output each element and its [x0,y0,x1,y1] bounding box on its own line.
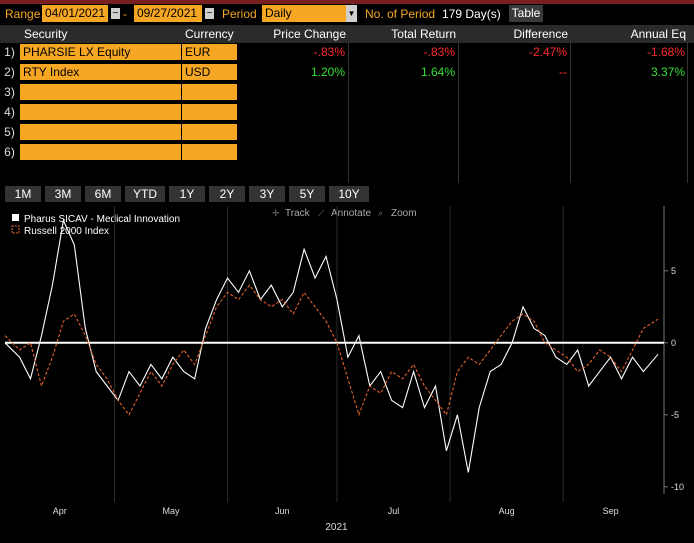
range-label: Range [5,7,41,21]
annotate-tool[interactable]: Annotate [331,208,371,219]
difference-cell: -2.47% [528,45,567,59]
x-axis-label: 2021 [325,522,348,533]
row-number: 6) [4,145,15,159]
tab-6m[interactable]: 6M [85,186,121,202]
currency-cell[interactable] [182,144,237,161]
difference-cell: -- [559,65,567,79]
legend-swatch-solid [12,214,19,221]
x-tick-label: Sep [603,506,619,516]
header-currency[interactable]: Currency [183,25,238,43]
table-button[interactable]: Table [509,5,543,22]
price-change-cell: -.83% [313,45,345,59]
security-cell[interactable] [20,144,181,161]
currency-cell[interactable] [182,104,237,121]
chevron-down-icon[interactable]: ▼ [346,5,357,22]
annual-eq-cell: -1.68% [646,45,685,59]
currency-cell[interactable] [182,124,237,141]
y-tick-label: -10 [671,482,684,492]
security-cell[interactable] [20,84,181,101]
toolbar: Range 04/01/2021 − - 09/27/2021 − Period… [0,4,694,24]
date-picker-button[interactable]: − [111,8,120,19]
tab-10y[interactable]: 10Y [329,186,369,202]
track-tool[interactable]: Track [285,208,311,219]
x-tick-label: Jul [388,506,400,516]
header-price-change[interactable]: Price Change [240,25,348,43]
legend: Pharus SICAV - Medical Innovation Russel… [11,214,180,237]
series-line-1 [4,218,659,473]
tab-3m[interactable]: 3M [45,186,81,202]
y-tick-label: 5 [671,266,676,276]
series-line-2 [4,284,659,417]
top-strip [0,0,694,4]
tab-3y[interactable]: 3Y [249,186,285,202]
chart-svg[interactable]: ✛ Track ⟋ Annotate ⌕ Zoom Pharus SICAV -… [0,204,694,540]
performance-chart[interactable]: ✛ Track ⟋ Annotate ⌕ Zoom Pharus SICAV -… [0,204,694,540]
column-divider [687,43,688,183]
date-picker-button[interactable]: − [205,8,214,19]
row-number: 1) [4,45,15,59]
y-tick-label: -5 [671,410,679,420]
tab-ytd[interactable]: YTD [125,186,165,202]
start-date-field[interactable]: 04/01/2021 [42,5,108,22]
currency-cell[interactable]: EUR [182,44,237,61]
period-label: Period [222,7,257,21]
row-number: 2) [4,65,15,79]
currency-cell[interactable] [182,84,237,101]
security-cell[interactable]: PHARSIE LX Equity [20,44,181,61]
column-divider [348,43,349,183]
currency-cell[interactable]: USD [182,64,237,81]
tab-2y[interactable]: 2Y [209,186,245,202]
magnifier-icon[interactable]: ⌕ [378,208,383,218]
column-divider [570,43,571,183]
range-separator: - [123,7,127,21]
period-select[interactable]: Daily [262,5,346,22]
legend-series-1: Pharus SICAV - Medical Innovation [24,214,180,225]
zoom-tool[interactable]: Zoom [391,208,417,219]
num-period-value: 179 Day(s) [442,7,501,21]
header-annual-eq[interactable]: Annual Eq [572,25,688,43]
x-tick-label: May [162,506,180,516]
tab-1y[interactable]: 1Y [169,186,205,202]
total-return-cell: 1.64% [420,65,455,79]
tab-5y[interactable]: 5Y [289,186,325,202]
pencil-icon[interactable]: ⟋ [318,208,325,218]
total-return-cell: -.83% [423,45,455,59]
price-change-cell: 1.20% [310,65,345,79]
legend-swatch-dashed [11,225,20,234]
crosshair-icon[interactable]: ✛ [272,208,280,218]
header-security[interactable]: Security [22,25,172,43]
plot-area: Apr May Jun Jul Aug Sep 2021 5 0 -5 -10 [4,206,684,533]
row-number: 5) [4,125,15,139]
security-cell[interactable] [20,104,181,121]
row-number: 4) [4,105,15,119]
header-total-return[interactable]: Total Return [350,25,458,43]
chart-tools: ✛ Track ⟋ Annotate ⌕ Zoom [272,208,417,219]
num-period-label: No. of Period [365,7,436,21]
securities-table: Security Currency Price Change Total Ret… [0,25,694,183]
security-cell[interactable] [20,124,181,141]
header-difference[interactable]: Difference [460,25,570,43]
security-cell[interactable]: RTY Index [20,64,181,81]
column-divider [458,43,459,183]
x-tick-label: Aug [499,506,515,516]
x-tick-label: Jun [275,506,290,516]
x-tick-label: Apr [53,506,67,516]
annual-eq-cell: 3.37% [650,65,685,79]
tab-1m[interactable]: 1M [5,186,41,202]
y-tick-label: 0 [671,338,676,348]
row-number: 3) [4,85,15,99]
legend-series-2: Russell 2000 Index [24,226,109,237]
end-date-field[interactable]: 09/27/2021 [134,5,202,22]
